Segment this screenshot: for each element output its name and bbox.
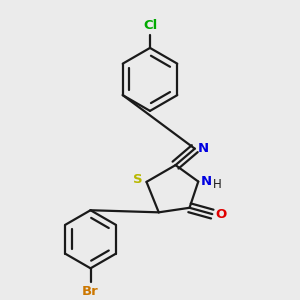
Text: N: N bbox=[198, 142, 209, 155]
Text: Br: Br bbox=[82, 285, 99, 298]
Text: Cl: Cl bbox=[143, 19, 157, 32]
Text: H: H bbox=[213, 178, 222, 191]
Text: O: O bbox=[215, 208, 226, 220]
Text: N: N bbox=[201, 175, 212, 188]
Text: S: S bbox=[134, 172, 143, 186]
